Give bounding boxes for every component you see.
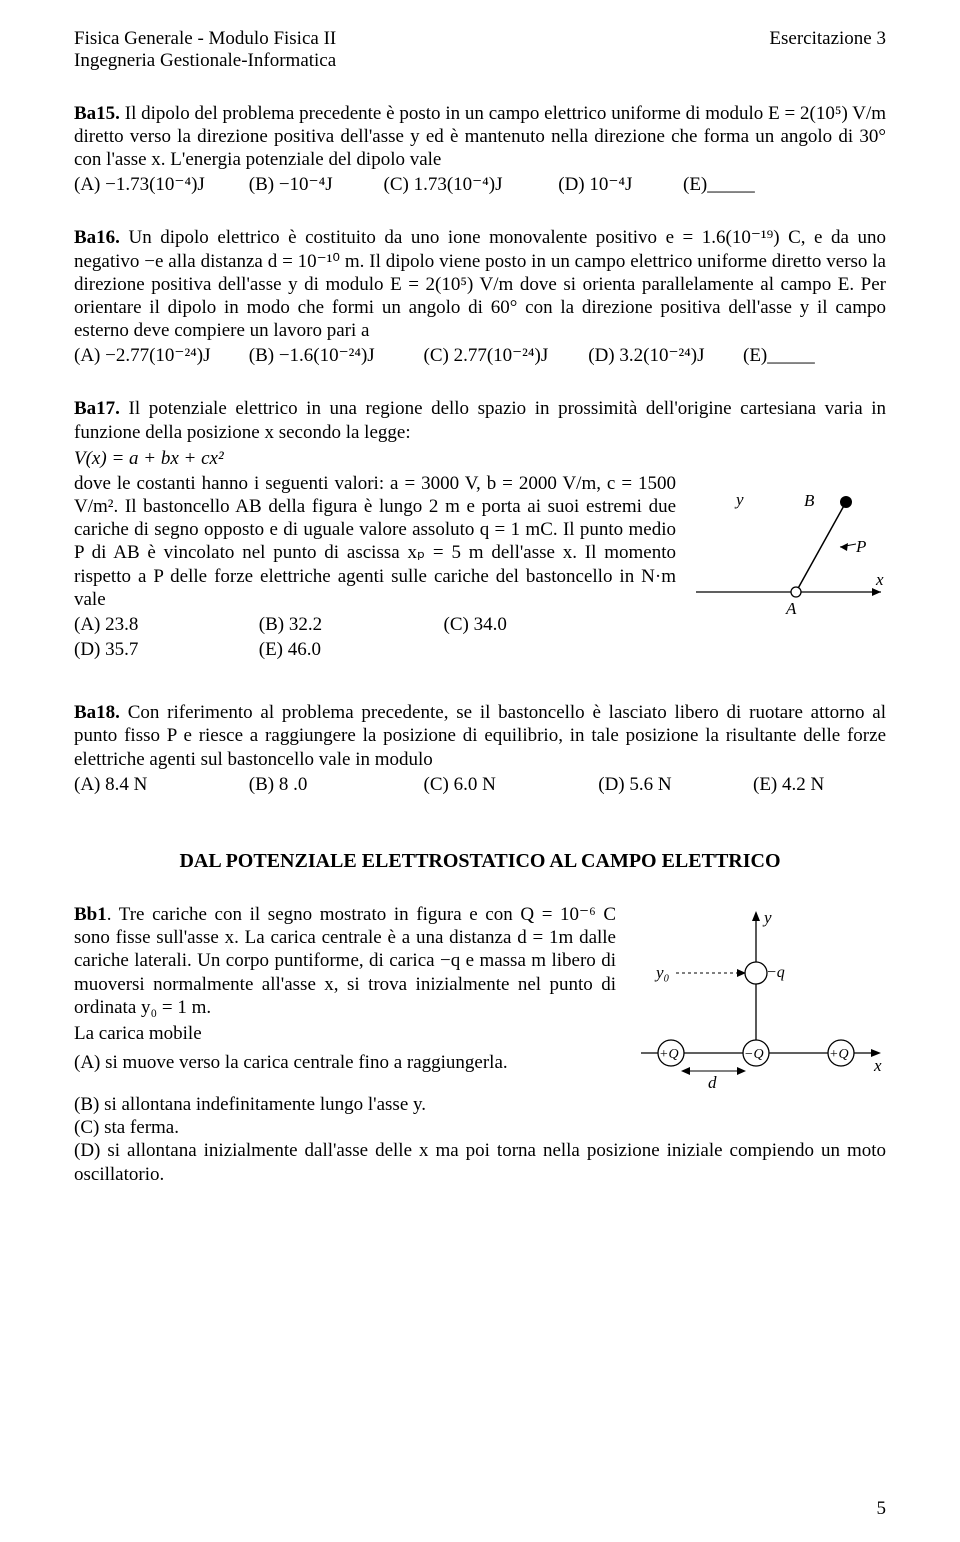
ba17-label-P: P: [855, 537, 866, 556]
header-left: Fisica Generale - Modulo Fisica II Ingeg…: [74, 28, 336, 72]
ba15-answers: (A) −1.73(10⁻⁴)J (B) −10⁻⁴J (C) 1.73(10⁻…: [74, 173, 886, 196]
ba16-opt-b: (B) −1.6(10⁻²⁴)J: [249, 344, 419, 367]
problem-ba18: Ba18. Con riferimento al problema preced…: [74, 701, 886, 796]
ba17-figure: x y B P A: [686, 472, 886, 622]
ba15-text: Il dipolo del problema precedente è post…: [74, 103, 886, 170]
bb1-svg: y x y₀ −q +Q −Q +Q: [626, 903, 886, 1093]
bb1-pQ1-label: +Q: [659, 1047, 679, 1062]
ba16-opt-d: (D) 3.2(10⁻²⁴)J: [588, 344, 738, 367]
program-line: Ingegneria Gestionale-Informatica: [74, 50, 336, 72]
ba16-opt-e: (E)_____: [743, 344, 815, 367]
ba16-opt-c: (C) 2.77(10⁻²⁴)J: [424, 344, 584, 367]
bb1-label: Bb1: [74, 904, 107, 925]
ba15-label: Ba15.: [74, 103, 120, 124]
bb1-figure: y x y₀ −q +Q −Q +Q: [626, 903, 886, 1093]
ba17-label-A: A: [785, 599, 797, 618]
ba16-opt-a: (A) −2.77(10⁻²⁴)J: [74, 344, 244, 367]
header-right: Esercitazione 3: [769, 28, 886, 72]
ba18-opt-a: (A) 8.4 N: [74, 773, 244, 796]
ba16-label: Ba16.: [74, 227, 120, 248]
bb1-nQ-label: −Q: [744, 1047, 764, 1062]
ba18-opt-d: (D) 5.6 N: [598, 773, 748, 796]
ba15-opt-d: (D) 10⁻⁴J: [558, 173, 678, 196]
ba15-opt-c: (C) 1.73(10⁻⁴)J: [384, 173, 554, 196]
section-title: DAL POTENZIALE ELETTROSTATICO AL CAMPO E…: [74, 850, 886, 873]
ba17-opt-b: (B) 32.2: [259, 613, 439, 636]
ba17-intro: Il potenziale elettrico in una regione d…: [74, 398, 886, 442]
ba18-opt-c: (C) 6.0 N: [424, 773, 594, 796]
ba18-opt-e: (E) 4.2 N: [753, 773, 824, 796]
bb1-d-label: d: [708, 1073, 717, 1092]
bb1-opt-d: (D) si allontana inizialmente dall'asse …: [74, 1139, 886, 1185]
bb1-pQ2-label: +Q: [829, 1047, 849, 1062]
ba18-text: Con riferimento al problema precedente, …: [74, 702, 886, 769]
ba17-eq: V(x) = a + bx + cx²: [74, 447, 886, 470]
ba18-answers: (A) 8.4 N (B) 8 .0 (C) 6.0 N (D) 5.6 N (…: [74, 773, 886, 796]
ba16-answers: (A) −2.77(10⁻²⁴)J (B) −1.6(10⁻²⁴)J (C) 2…: [74, 344, 886, 367]
problem-bb1: y x y₀ −q +Q −Q +Q: [74, 903, 886, 1186]
ba15-opt-e: (E)_____: [683, 173, 755, 196]
problem-ba16: Ba16. Un dipolo elettrico è costituito d…: [74, 226, 886, 367]
bb1-opt-b: (B) si allontana indefinitamente lungo l…: [74, 1093, 886, 1116]
problem-ba15: Ba15. Il dipolo del problema precedente …: [74, 102, 886, 197]
ba17-opt-d: (D) 35.7: [74, 638, 254, 661]
ba17-answers-row2: (D) 35.7 (E) 46.0: [74, 638, 886, 661]
bb1-text: . Tre cariche con il segno mostrato in f…: [74, 904, 616, 1018]
ba17-label: Ba17.: [74, 398, 120, 419]
page-header: Fisica Generale - Modulo Fisica II Ingeg…: [74, 28, 886, 72]
bb1-axis-y: y: [762, 908, 772, 927]
ba17-opt-c: (C) 34.0: [444, 613, 507, 636]
bb1-opt-c: (C) sta ferma.: [74, 1116, 886, 1139]
ba18-opt-b: (B) 8 .0: [249, 773, 419, 796]
ba17-label-B: B: [804, 491, 815, 510]
ba17-svg: x y B P A: [686, 472, 886, 622]
session-label: Esercitazione 3: [769, 28, 886, 50]
ba17-axis-x: x: [875, 570, 884, 589]
ba17-axis-y: y: [734, 490, 744, 509]
ba17-body: dove le costanti hanno i seguenti valori…: [74, 473, 676, 610]
bb1-axis-x: x: [873, 1056, 882, 1075]
page-number: 5: [877, 1498, 887, 1520]
ba17-opt-a: (A) 23.8: [74, 613, 254, 636]
ba15-opt-a: (A) −1.73(10⁻⁴)J: [74, 173, 244, 196]
ba18-label: Ba18.: [74, 702, 120, 723]
problem-ba17: Ba17. Il potenziale elettrico in una reg…: [74, 397, 886, 661]
bb1-mq-label: −q: [766, 964, 785, 981]
bb1-y0-label: y₀: [654, 963, 670, 982]
page: Fisica Generale - Modulo Fisica II Ingeg…: [0, 0, 960, 1542]
ba17-opt-e: (E) 46.0: [259, 638, 321, 661]
ba15-opt-b: (B) −10⁻⁴J: [249, 173, 379, 196]
course-title: Fisica Generale - Modulo Fisica II: [74, 28, 336, 50]
ba16-text: Un dipolo elettrico è costituito da uno …: [74, 227, 886, 341]
